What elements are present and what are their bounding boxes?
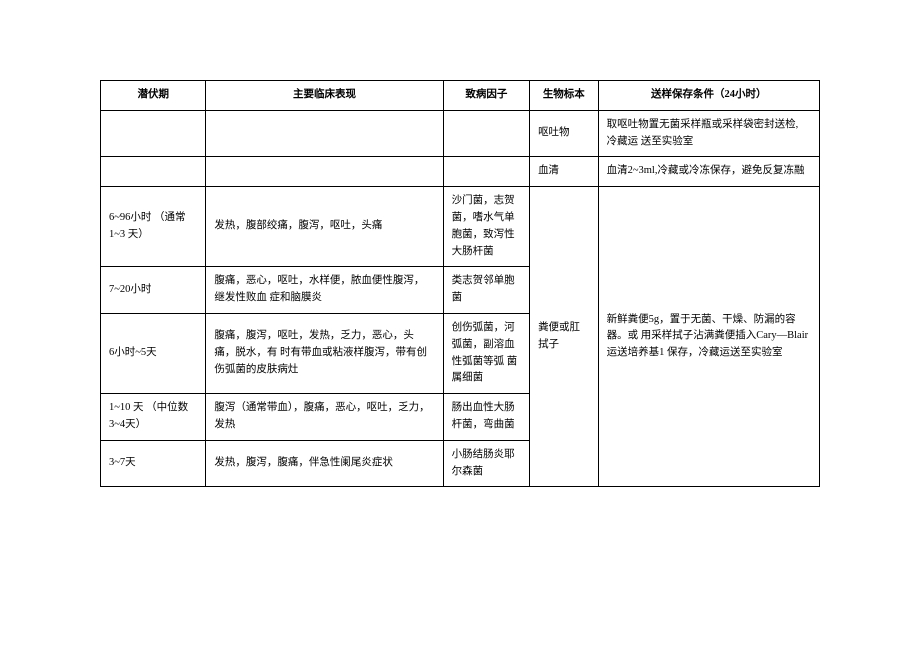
cell-incubation: 7~20小时 [101, 267, 206, 314]
cell-incubation [101, 110, 206, 157]
cell-pathogen [443, 157, 529, 187]
cell-pathogen: 肠出血性大肠杆菌，弯曲菌 [443, 394, 529, 441]
cell-symptoms: 发热，腹部绞痛，腹泻，呕吐，头痛 [206, 187, 443, 267]
cell-specimen: 血清 [530, 157, 599, 187]
cell-specimen: 呕吐物 [530, 110, 599, 157]
cell-pathogen: 创伤弧菌，河弧菌，副溶血性弧菌等弧 菌属细菌 [443, 313, 529, 393]
cell-specimen-merged: 粪便或肛拭子 [530, 187, 599, 487]
cell-pathogen [443, 110, 529, 157]
cell-incubation: 6小时~5天 [101, 313, 206, 393]
cell-incubation: 6~96小时 （通常1~3 天） [101, 187, 206, 267]
cell-symptoms: 腹痛，恶心，呕吐，水样便，脓血便性腹泻，继发性败血 症和脑膜炎 [206, 267, 443, 314]
table-row: 呕吐物 取呕吐物置无菌采样瓶或采样袋密封送检, 冷藏运 送至实验室 [101, 110, 820, 157]
cell-storage: 血清2~3ml,冷藏或冷冻保存，避免反复冻融 [598, 157, 819, 187]
header-specimen: 生物标本 [530, 81, 599, 111]
cell-pathogen: 沙门菌，志贺菌，嗜水气单胞菌，致泻性大肠杆菌 [443, 187, 529, 267]
cell-pathogen: 小肠结肠炎耶尔森菌 [443, 440, 529, 487]
header-storage: 送样保存条件（24小时） [598, 81, 819, 111]
header-incubation: 潜伏期 [101, 81, 206, 111]
cell-incubation [101, 157, 206, 187]
cell-storage: 取呕吐物置无菌采样瓶或采样袋密封送检, 冷藏运 送至实验室 [598, 110, 819, 157]
table-row: 血清 血清2~3ml,冷藏或冷冻保存，避免反复冻融 [101, 157, 820, 187]
cell-incubation: 3~7天 [101, 440, 206, 487]
cell-symptoms [206, 157, 443, 187]
cell-symptoms: 腹痛，腹泻，呕吐，发热，乏力，恶心，头痛，脱水，有 时有带血或粘液样腹泻，带有创… [206, 313, 443, 393]
cell-symptoms: 腹泻（通常带血），腹痛，恶心，呕吐，乏力，发热 [206, 394, 443, 441]
cell-symptoms: 发热，腹泻，腹痛，伴急性阑尾炎症状 [206, 440, 443, 487]
header-symptoms: 主要临床表现 [206, 81, 443, 111]
header-pathogen: 致病因子 [443, 81, 529, 111]
cell-symptoms [206, 110, 443, 157]
clinical-table: 潜伏期 主要临床表现 致病因子 生物标本 送样保存条件（24小时） 呕吐物 取呕… [100, 80, 820, 487]
cell-pathogen: 类志贺邻单胞菌 [443, 267, 529, 314]
table-row: 6~96小时 （通常1~3 天） 发热，腹部绞痛，腹泻，呕吐，头痛 沙门菌，志贺… [101, 187, 820, 267]
table-header-row: 潜伏期 主要临床表现 致病因子 生物标本 送样保存条件（24小时） [101, 81, 820, 111]
cell-incubation: 1~10 天 （中位数3~4天） [101, 394, 206, 441]
cell-storage-merged: 新鲜粪便5g，置于无菌、干燥、防漏的容器。或 用采样拭子沾满粪便插入Cary—B… [598, 187, 819, 487]
